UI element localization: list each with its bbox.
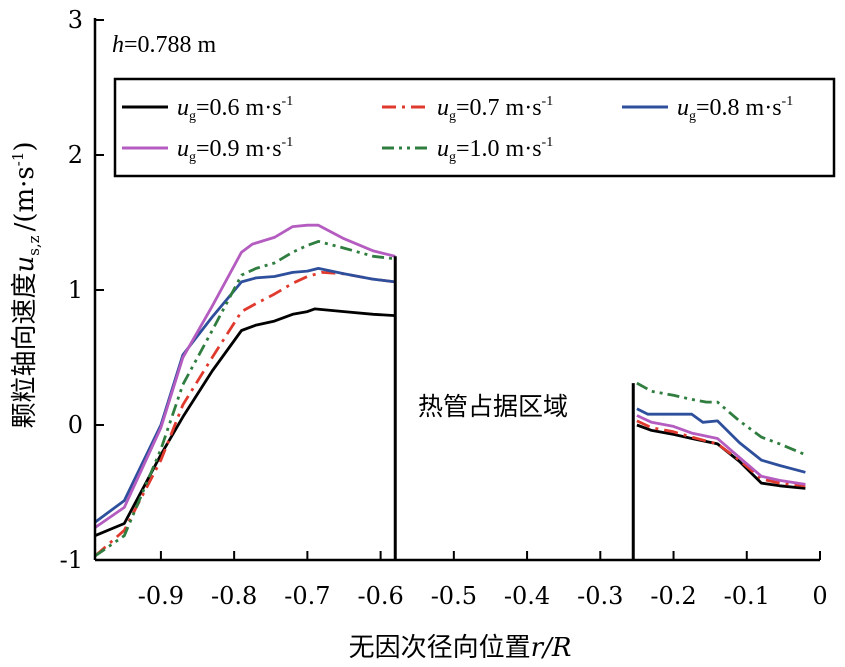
legend-label: ug=0.9 m·s-1 <box>177 135 293 165</box>
region-label: 热管占据区域 <box>418 392 568 421</box>
series-2-line-right <box>636 419 806 488</box>
region-boundaries <box>393 256 635 560</box>
series-1-line-left <box>94 307 396 537</box>
x-tick-label: -0.1 <box>724 582 770 610</box>
y-axis-title-sub: s,z <box>25 235 43 255</box>
y-axis-title-var: u <box>10 256 40 273</box>
y-tick-label: 1 <box>68 276 83 304</box>
legend-label: ug=0.6 m·s-1 <box>177 94 293 124</box>
annotation-text: =0.788 m <box>124 32 217 58</box>
y-axis-title: 颗粒轴向速度us,z /(m·s-1) <box>9 141 43 428</box>
y-tick-label: 2 <box>68 141 83 169</box>
series-4-line-right <box>636 414 806 486</box>
series-5-line-left <box>94 239 396 558</box>
y-axis-title-unit-close: ) <box>10 141 40 151</box>
annotation-var: h <box>112 32 124 58</box>
x-tick-label: -0.5 <box>431 582 477 610</box>
y-axis-title-unit-sup: -1 <box>9 152 27 167</box>
height-annotation: h=0.788 m <box>112 32 217 58</box>
legend-label: ug=1.0 m·s-1 <box>437 135 553 165</box>
series-lines <box>94 223 806 558</box>
series-1 <box>94 307 806 537</box>
series-5 <box>94 239 806 558</box>
legend-entry: ug=0.6 m·s-1 <box>122 94 293 124</box>
x-axis-title-var: r/R <box>531 633 572 663</box>
legend-entry: ug=0.8 m·s-1 <box>622 94 793 124</box>
y-tick-label: 0 <box>68 411 83 439</box>
y-tick-label: 3 <box>68 6 83 34</box>
axes <box>93 18 821 562</box>
series-3-line-right <box>636 407 806 474</box>
legend-entry: ug=0.7 m·s-1 <box>382 94 553 124</box>
y-axis-title-main: 颗粒轴向速度 <box>10 273 40 429</box>
y-axis-title-unit: /(m·s <box>10 166 40 231</box>
series-3-line-left <box>94 266 396 524</box>
tick-labels: -1 0 1 2 3 -0.9 -0.8 -0.7 -0.6 -0.5 -0.4 -0.3 -0.2 -0… <box>60 6 828 610</box>
legend-items: ug=0.6 m·s-1 ug=0.7 m·s-1 ug=0.8 m·s-1 ug=0… <box>122 94 793 165</box>
x-axis-title: 无因次径向位置r/R <box>349 633 572 663</box>
x-tick-label: -0.6 <box>357 582 403 610</box>
series-2-line-left <box>94 270 396 558</box>
x-tick-label: -0.2 <box>650 582 696 610</box>
x-tick-label: -0.8 <box>211 582 257 610</box>
legend-entry: ug=0.9 m·s-1 <box>122 135 293 165</box>
legend-label: ug=0.7 m·s-1 <box>437 94 553 124</box>
x-tick-label: -0.9 <box>138 582 184 610</box>
legend: ug=0.6 m·s-1 ug=0.7 m·s-1 ug=0.8 m·s-1 ug=0… <box>113 77 836 178</box>
series-1-line-right <box>636 423 806 490</box>
legend-label: ug=0.8 m·s-1 <box>677 94 793 124</box>
series-5-line-right <box>636 381 806 456</box>
y-tick-label: -1 <box>60 546 83 574</box>
x-tick-label: -0.7 <box>284 582 330 610</box>
x-tick-label: 0 <box>812 582 827 610</box>
series-2 <box>94 270 806 558</box>
x-tick-label: -0.4 <box>504 582 550 610</box>
legend-entry: ug=1.0 m·s-1 <box>382 135 553 165</box>
x-axis-title-main: 无因次径向位置 <box>349 633 531 663</box>
series-4 <box>94 223 806 529</box>
x-tick-label: -0.3 <box>577 582 623 610</box>
series-4-line-left <box>94 223 396 529</box>
legend-box <box>113 77 836 178</box>
